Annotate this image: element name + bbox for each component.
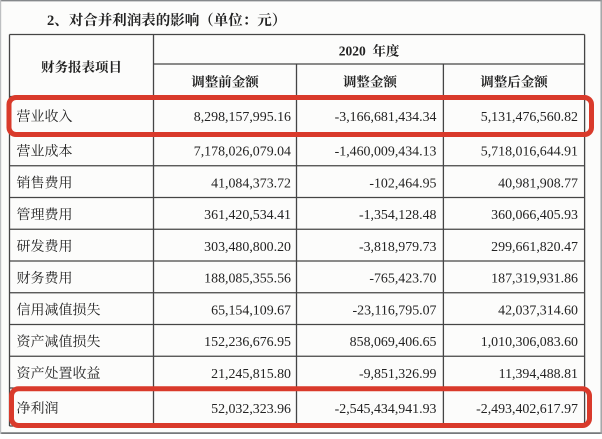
svg-text:2020: 2020 xyxy=(339,44,366,59)
svg-text:8,298,157,995.16: 8,298,157,995.16 xyxy=(194,110,291,125)
svg-text:65,154,109.67: 65,154,109.67 xyxy=(211,303,291,318)
svg-text:5,718,016,644.91: 5,718,016,644.91 xyxy=(481,145,578,160)
svg-text:152,236,676.95: 152,236,676.95 xyxy=(204,335,291,350)
svg-text:2: 2 xyxy=(47,13,54,29)
svg-text:303,480,800.20: 303,480,800.20 xyxy=(204,240,291,255)
svg-text:52,032,323.96: 52,032,323.96 xyxy=(211,402,291,417)
svg-text:188,085,355.56: 188,085,355.56 xyxy=(204,272,291,287)
svg-text:40,981,908.77: 40,981,908.77 xyxy=(498,176,578,191)
svg-text:-3,818,979.73: -3,818,979.73 xyxy=(359,240,437,255)
svg-text:-1,460,009,434.13: -1,460,009,434.13 xyxy=(335,145,437,160)
svg-text:-1,354,128.48: -1,354,128.48 xyxy=(359,208,437,223)
svg-text:361,420,534.41: 361,420,534.41 xyxy=(204,208,291,223)
svg-text:21,245,815.80: 21,245,815.80 xyxy=(211,367,291,382)
svg-text:11,394,488.81: 11,394,488.81 xyxy=(499,367,578,382)
svg-text:-2,493,402,617.97: -2,493,402,617.97 xyxy=(476,402,578,417)
svg-text:299,661,820.47: 299,661,820.47 xyxy=(491,240,578,255)
svg-text:41,084,373.72: 41,084,373.72 xyxy=(211,176,291,191)
svg-text:-23,116,795.07: -23,116,795.07 xyxy=(353,303,437,318)
svg-text:187,319,931.86: 187,319,931.86 xyxy=(491,272,578,287)
svg-text:5,131,476,560.82: 5,131,476,560.82 xyxy=(481,110,578,125)
svg-text:-3,166,681,434.34: -3,166,681,434.34 xyxy=(335,110,437,125)
svg-text:-2,545,434,941.93: -2,545,434,941.93 xyxy=(335,402,437,417)
svg-text:-9,851,326.99: -9,851,326.99 xyxy=(359,367,437,382)
svg-text:42,037,314.60: 42,037,314.60 xyxy=(498,303,578,318)
svg-text:360,066,405.93: 360,066,405.93 xyxy=(491,208,578,223)
svg-text:7,178,026,079.04: 7,178,026,079.04 xyxy=(194,145,291,160)
svg-text:-765,423.70: -765,423.70 xyxy=(369,272,436,287)
svg-text:1,010,306,083.60: 1,010,306,083.60 xyxy=(481,335,578,350)
svg-text:-102,464.95: -102,464.95 xyxy=(369,176,436,191)
svg-text:858,069,406.65: 858,069,406.65 xyxy=(350,335,437,350)
